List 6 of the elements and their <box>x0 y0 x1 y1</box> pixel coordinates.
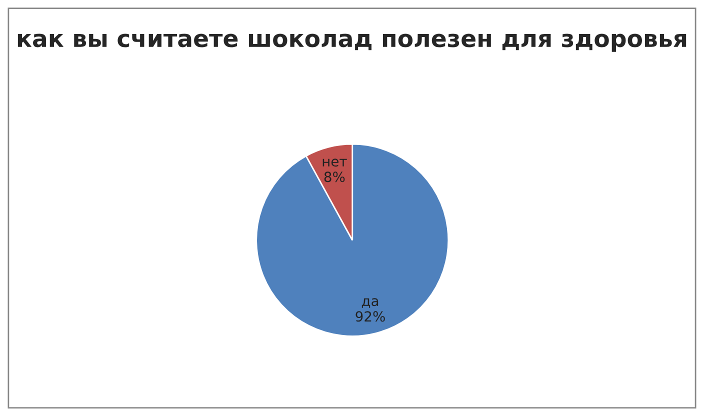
slice-label: да <box>362 298 378 308</box>
pie-slice <box>256 143 450 337</box>
chart-title: как вы считаете шоколад полезен для здоровья <box>18 34 686 52</box>
data-label: 92% <box>356 311 385 322</box>
slice-label: нет <box>322 158 347 167</box>
data-label: 8% <box>324 172 345 182</box>
